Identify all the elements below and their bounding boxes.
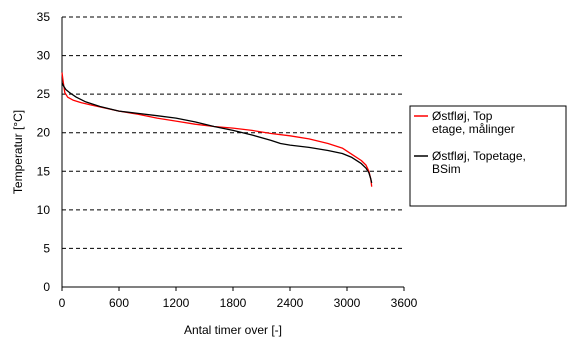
axes (61, 17, 404, 288)
y-tick-label-35: 35 (37, 10, 51, 24)
y-tick-label-10: 10 (37, 203, 51, 217)
x-tick-label-600: 600 (109, 296, 129, 310)
x-tick-label-1800: 1800 (220, 296, 247, 310)
x-tick-label-0: 0 (59, 296, 66, 310)
x-tick-label-1200: 1200 (163, 296, 190, 310)
y-tick-label-0: 0 (43, 280, 50, 294)
y-tick-label-5: 5 (43, 241, 50, 255)
series-lines (61, 72, 373, 187)
y-tick-label-25: 25 (37, 87, 51, 101)
x-tick-label-2400: 2400 (277, 296, 304, 310)
series-line-1 (61, 72, 373, 187)
y-tick-labels: 0 5 10 15 20 25 30 35 (37, 10, 51, 294)
legend-box (409, 105, 567, 207)
x-axis-title: Antal timer over [-] (184, 323, 282, 337)
legend-label-2-line-2: BSim (432, 162, 461, 176)
y-tick-label-20: 20 (37, 126, 51, 140)
x-tick-label-3000: 3000 (334, 296, 361, 310)
legend-label-2-line-1: Østfløj, Topetage, (432, 149, 526, 163)
series-line-2 (61, 82, 373, 184)
y-axis-title: Temperatur [°C] (11, 110, 25, 194)
legend: Østfløj, Topetage, målinger Østfløj, Tope… (409, 105, 567, 207)
legend-label-1-line-1: Østfløj, Top (432, 109, 493, 123)
x-tick-labels: 0 600 1200 1800 2400 3000 3600 (59, 287, 418, 310)
y-tick-label-15: 15 (37, 164, 51, 178)
legend-label-1-line-2: etage, målinger (432, 122, 515, 136)
x-tick-label-3600: 3600 (391, 296, 418, 310)
grid-lines (62, 16, 404, 249)
y-tick-label-30: 30 (37, 49, 51, 63)
